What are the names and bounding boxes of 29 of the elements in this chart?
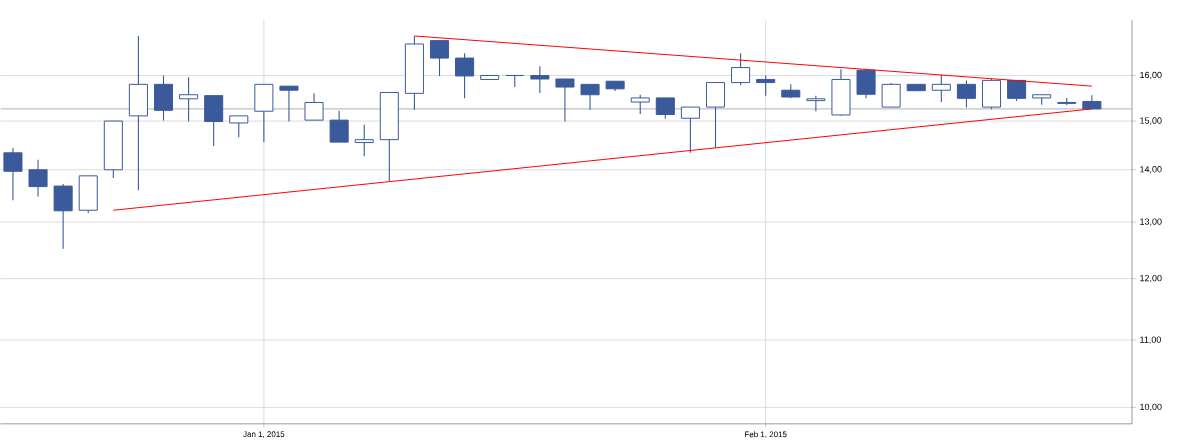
y-tick-label: 15,00 xyxy=(1140,117,1162,125)
candlestick xyxy=(329,110,349,143)
candlestick xyxy=(555,78,575,123)
candlestick xyxy=(429,40,450,77)
candlestick xyxy=(680,106,700,154)
candlestick xyxy=(881,82,901,108)
y-tick-label: 16,00 xyxy=(1140,71,1162,80)
candlestick xyxy=(179,76,199,123)
y-tick-label: 14,00 xyxy=(1140,166,1162,174)
candlestick xyxy=(229,115,249,138)
candlestick xyxy=(806,95,826,112)
candlestick xyxy=(304,92,324,121)
y-tick-label: 12,00 xyxy=(1140,275,1162,283)
candlestick xyxy=(956,79,976,109)
y-tick-label: 13,00 xyxy=(1140,218,1162,226)
candlestick xyxy=(630,94,650,115)
candlestick xyxy=(756,75,776,97)
candlestick xyxy=(931,74,951,103)
candlestick xyxy=(28,159,48,198)
candlestick xyxy=(3,147,23,201)
candlestick xyxy=(354,124,374,157)
y-tick-label: 11,00 xyxy=(1140,336,1161,344)
candlestick xyxy=(731,52,751,86)
y-tick-label: 10,00 xyxy=(1140,403,1162,412)
candlestick xyxy=(455,52,475,99)
candlestick xyxy=(530,65,550,94)
candlestick xyxy=(279,85,299,123)
candlestick xyxy=(580,83,600,111)
candlestick xyxy=(655,97,675,120)
